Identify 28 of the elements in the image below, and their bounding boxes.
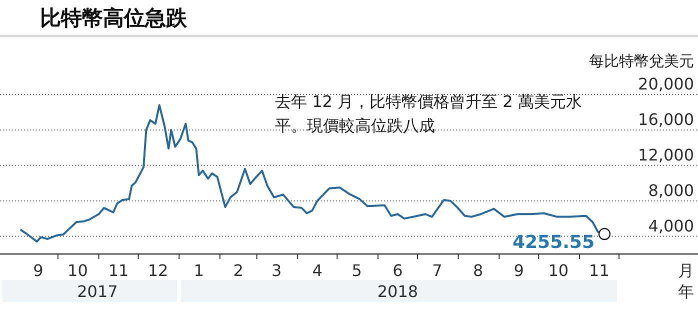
x-tick-label: 2: [233, 261, 244, 280]
x-tick-label: 4: [312, 261, 322, 280]
x-axis-title: 月: [678, 261, 694, 280]
y-tick-label: 8,000: [648, 180, 694, 200]
x-tick-label: 8: [472, 261, 484, 280]
x2-tick-label: 2017: [77, 282, 118, 301]
x-tick-label: 3: [271, 261, 282, 280]
x-tick-label: 9: [33, 261, 44, 280]
x-tick-label: 1: [194, 261, 204, 280]
y-axis-title: 每比特幣兌美元: [589, 52, 694, 70]
x-tick-label: 9: [514, 261, 524, 280]
x2-tick-label: 2018: [377, 282, 418, 301]
y-tick-label: 16,000: [638, 110, 694, 129]
y-tick-label: 12,000: [638, 145, 694, 164]
x-tick-label: 5: [352, 261, 362, 280]
x-tick-label: 11: [589, 261, 610, 280]
x-tick-label: 11: [108, 261, 129, 280]
x-tick-label: 12: [148, 261, 168, 280]
chart-title: 比特幣高位急跌: [40, 5, 188, 30]
x2-axis-title: 年: [678, 282, 694, 301]
x-tick-label: 6: [392, 261, 403, 280]
y-tick-label: 20,000: [638, 74, 694, 94]
annotation: 4255.55: [512, 232, 594, 254]
x-tick-label: 10: [548, 261, 569, 280]
y-tick-label: 4,000: [648, 216, 694, 236]
annotation: 去年 12 月，比特幣價格曾升至 2 萬美元水平。現價較高位跌八成: [275, 91, 583, 137]
x-tick-label: 7: [432, 261, 442, 280]
x-tick-label: 10: [68, 261, 88, 280]
